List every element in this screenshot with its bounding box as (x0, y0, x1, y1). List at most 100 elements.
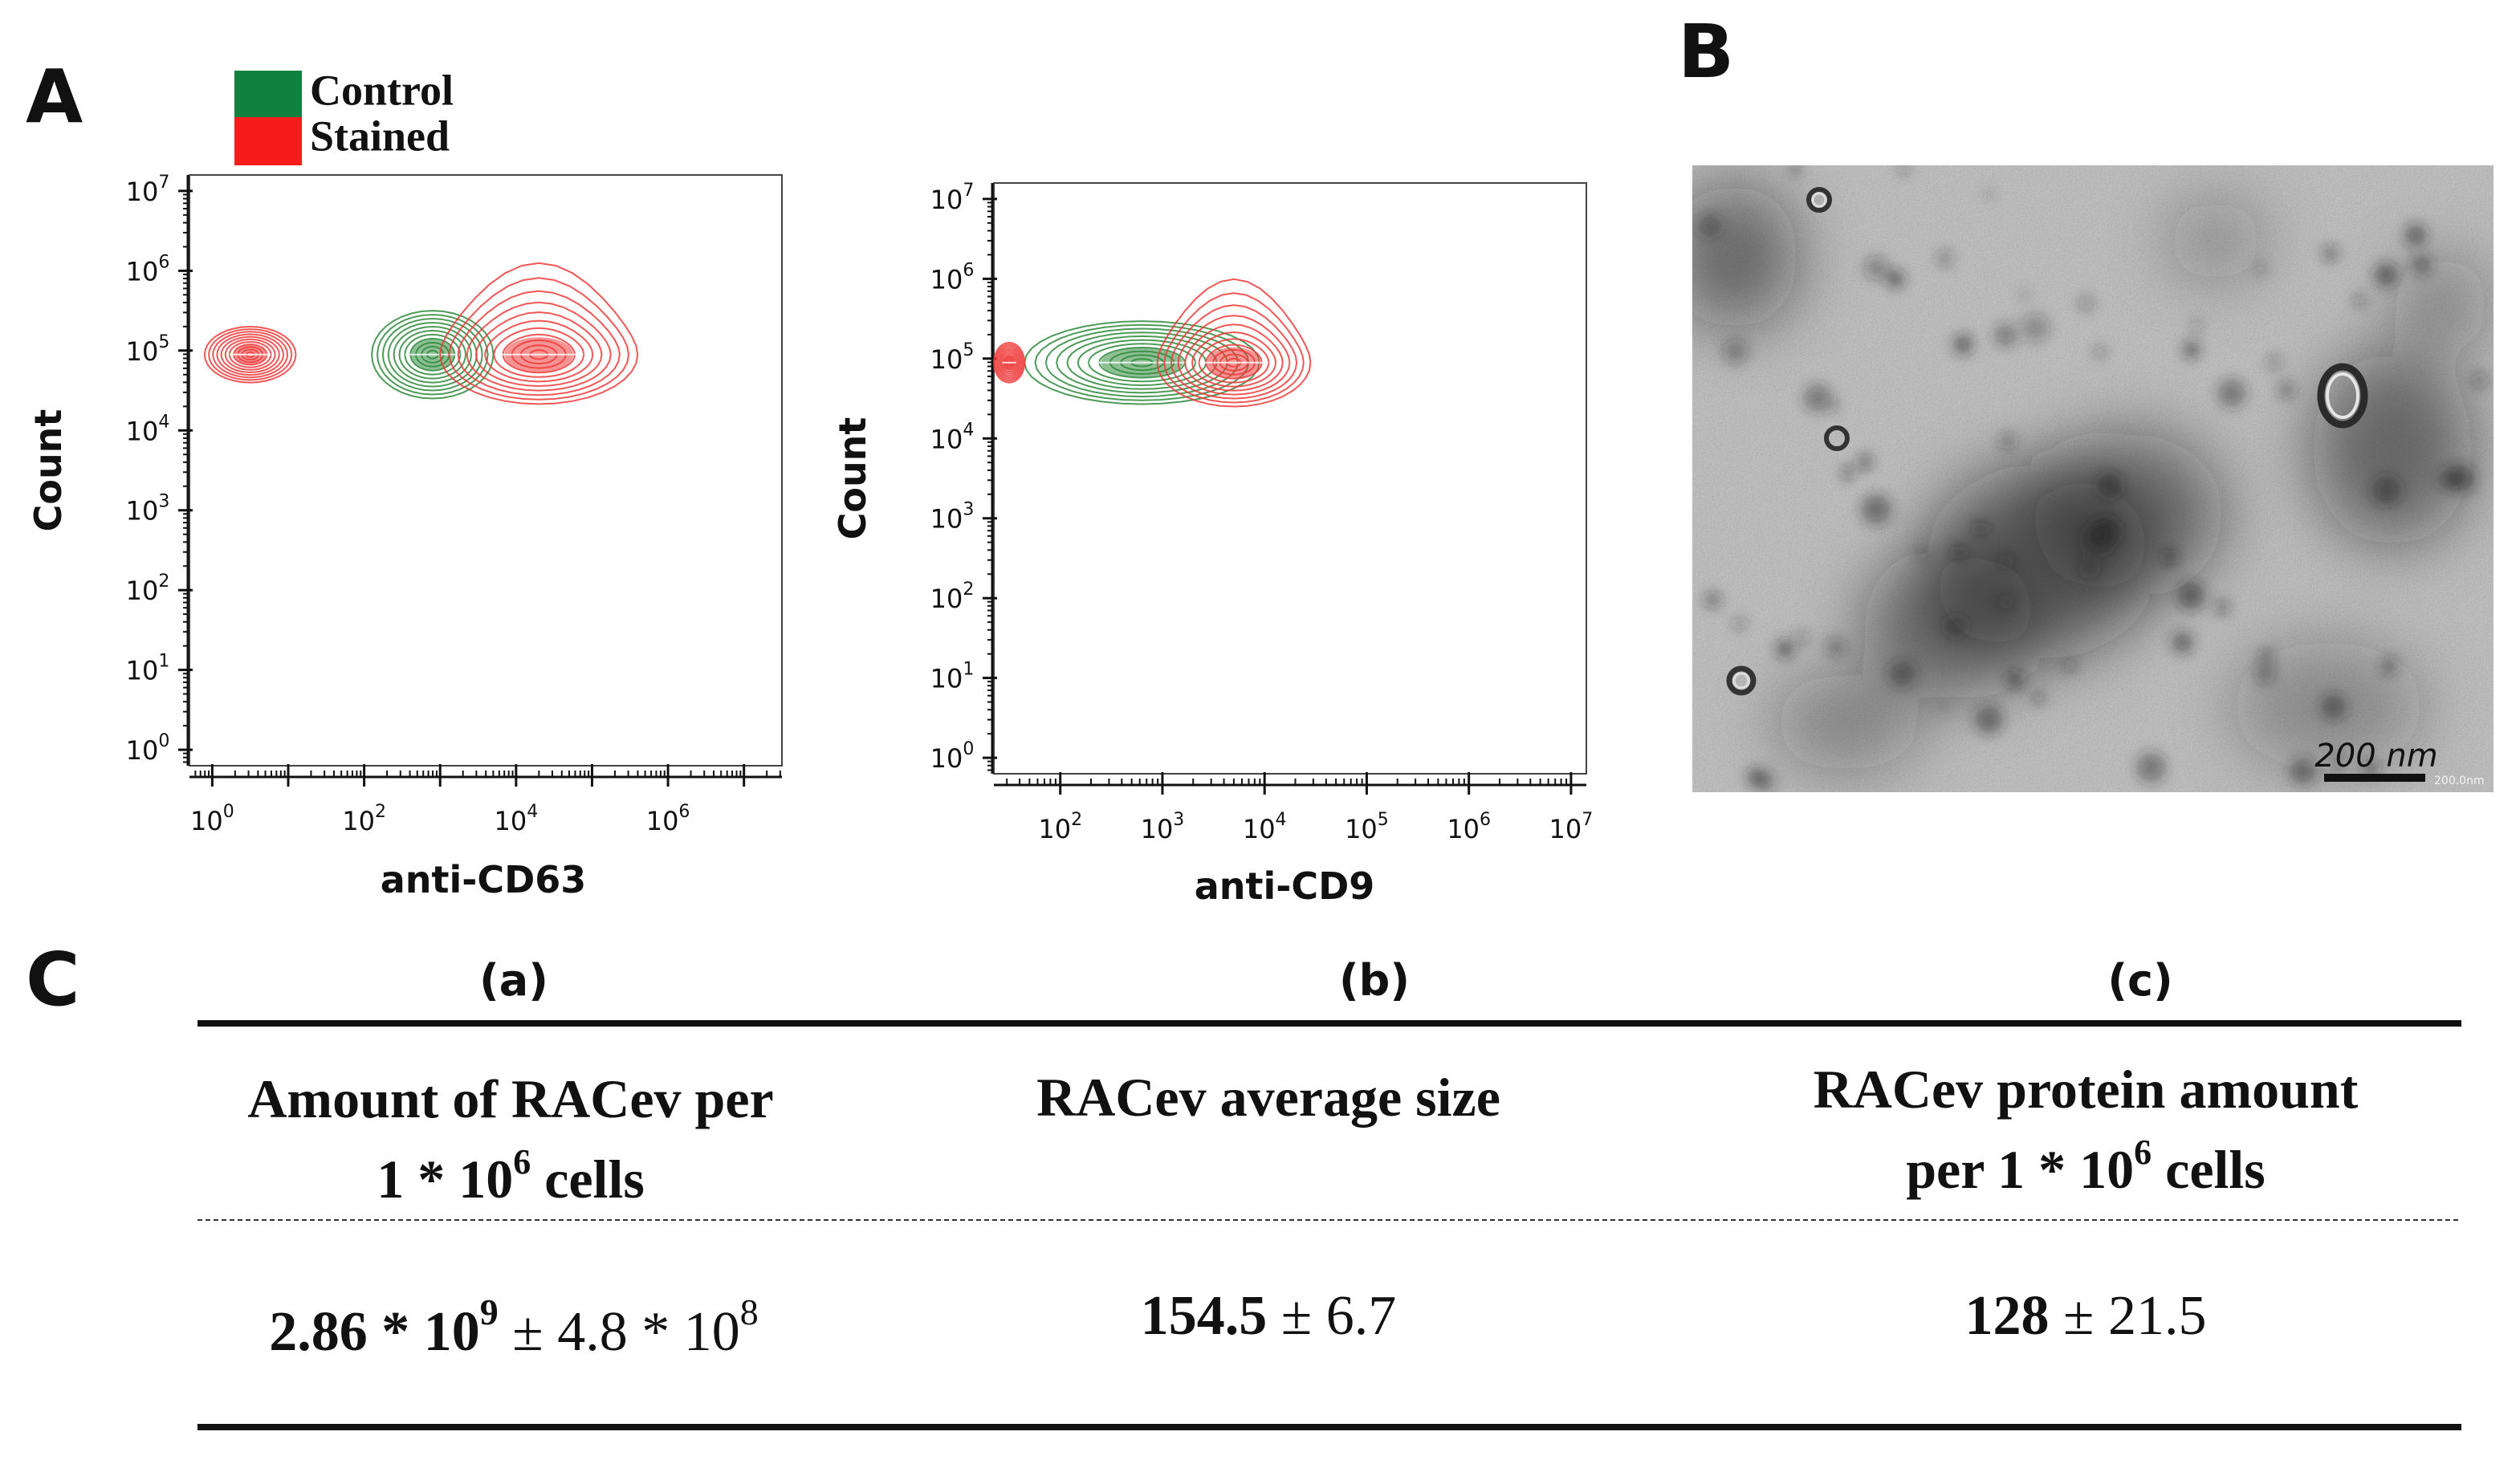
particle-spot (1993, 323, 2017, 348)
plot-cd9-ticks (983, 183, 1586, 795)
plot2-y-tick-label: 100 (930, 739, 975, 774)
results-table: (a) (b) (c) Amount of RACev per 1 * 106 … (197, 955, 2461, 1430)
stain-area (2312, 353, 2473, 546)
plot2-y-tick-label: 102 (930, 580, 975, 614)
plot1-y-tick-label: 104 (126, 412, 170, 446)
col-letter-b: (b) (1339, 955, 1410, 1006)
particle-spot (1945, 615, 1967, 637)
particle-spot (1997, 553, 2015, 570)
particle-spot (1795, 631, 1808, 645)
particle-spot (1858, 454, 1873, 470)
particle-spot (2404, 224, 2427, 246)
legend-swatch-control (234, 71, 302, 119)
legend: Control Stained (234, 66, 454, 165)
particle-spot (2097, 473, 2122, 498)
plot2-contour-stained (992, 341, 1026, 384)
stain-area (2392, 257, 2489, 353)
vesicle-small-3 (1824, 425, 1850, 451)
plot1-x-tick-label: 104 (494, 802, 538, 836)
plot1-contour-stained (224, 338, 276, 371)
particle-spot (1936, 250, 1952, 266)
stain-area (1774, 674, 1919, 771)
plot2-contour-stained (1001, 352, 1017, 373)
plot2-contour-stained (1198, 338, 1270, 384)
plot1-x-tick-label: 100 (190, 802, 234, 836)
header-a-line1: Amount of RACev per (247, 1068, 773, 1129)
particle-spot (2094, 346, 2107, 359)
vesicle-small-1 (1806, 187, 1832, 213)
particle-spot (1916, 548, 1930, 562)
plot2-contour-stained (1163, 292, 1305, 404)
particle-spot (2380, 657, 2397, 675)
particle-spot (1803, 383, 1832, 413)
particle-spot (2253, 662, 2276, 685)
header-c-line1: RACev protein amount (1814, 1059, 2359, 1120)
plot-cd63: 100 102 104 106 100 101 102 103 104 105 106 107 ant… (26, 173, 783, 901)
plot2-contour-stained (997, 347, 1022, 378)
particle-spot (2445, 464, 2475, 493)
plot2-y-tick-label: 107 (930, 181, 975, 215)
plot1-y-tick-label: 100 (126, 731, 170, 766)
plot-cd63-frame (189, 174, 783, 767)
particle-spot (1997, 593, 2015, 610)
header-a-line2: 1 * 106 cells (377, 1142, 645, 1210)
particle-spot (1791, 165, 1801, 174)
panel-label-c: C (26, 937, 80, 1023)
plot1-contour-control (381, 317, 483, 392)
particle-spot (2216, 600, 2229, 614)
particle-spot (2033, 693, 2043, 704)
particle-spot (2082, 524, 2113, 555)
particle-spot (2006, 671, 2024, 689)
particle-spot (2321, 694, 2347, 720)
plot1-y-tick-label: 106 (126, 252, 170, 287)
particle-spot (1698, 214, 1722, 238)
particle-spot (2000, 433, 2015, 449)
plot2-x-tick-label: 102 (1038, 810, 1082, 844)
plot-cd63-ylabel: Count (26, 409, 70, 532)
plot2-contour-control (1044, 327, 1240, 398)
plot2-contour-stained (1191, 331, 1277, 388)
particle-spot (2267, 356, 2282, 370)
particle-spot (2078, 556, 2101, 580)
vesicle-large (2317, 363, 2368, 429)
plot1-contour-stained (466, 301, 612, 392)
plot-cd9-tick-labels: 102 103 104 105 106 107 100 101 102 103 104 105 106 1… (930, 181, 1594, 844)
particle-spot (2078, 295, 2095, 311)
plot2-x-tick-label: 105 (1345, 810, 1389, 844)
scale-bar-small-label: 200.0nm (2434, 775, 2485, 787)
value-b: 154.5 ± 6.7 (1141, 1285, 1396, 1347)
plot2-y-tick-label: 103 (930, 500, 975, 535)
plot1-contour-stained (474, 311, 603, 388)
particle-spot (1830, 401, 1839, 411)
plot-cd63-ticks (178, 175, 782, 787)
plot1-contour-stained (216, 333, 285, 376)
particle-spot (1984, 189, 1993, 199)
particle-spot (2289, 757, 2317, 785)
scale-bar-label: 200 nm (2314, 738, 2437, 775)
plot1-contour-stained (203, 325, 297, 384)
plot2-contour-stained (1156, 278, 1312, 408)
plot-cd9: 102 103 104 105 106 107 100 101 102 103 104 105 106 1… (831, 181, 1593, 908)
particle-spot (1733, 617, 1746, 630)
plot1-contour-control (387, 321, 478, 388)
particle-spot (2278, 382, 2294, 398)
legend-swatch-stained (234, 117, 302, 165)
plot2-contour-stained (998, 348, 1020, 376)
plot-cd9-frame (993, 182, 1587, 775)
plot1-x-tick-label: 106 (646, 802, 690, 836)
plot1-y-tick-label: 107 (126, 173, 170, 207)
plot2-y-tick-label: 106 (930, 260, 975, 295)
plot2-contour-stained (994, 344, 1024, 382)
particle-spot (1887, 270, 1904, 288)
plot-cd9-ylabel: Count (831, 417, 874, 540)
particle-spot (2375, 263, 2398, 287)
plot1-x-tick-label: 102 (342, 802, 386, 836)
plot1-contour-stained (457, 290, 621, 397)
particle-spot (1973, 522, 1987, 535)
particle-spot (2411, 254, 2432, 275)
plot1-contour-control (376, 314, 489, 396)
plot2-y-tick-label: 101 (930, 660, 975, 694)
value-a: 2.86 * 109 ± 4.8 * 108 (269, 1291, 758, 1363)
particle-spot (1953, 334, 1973, 355)
